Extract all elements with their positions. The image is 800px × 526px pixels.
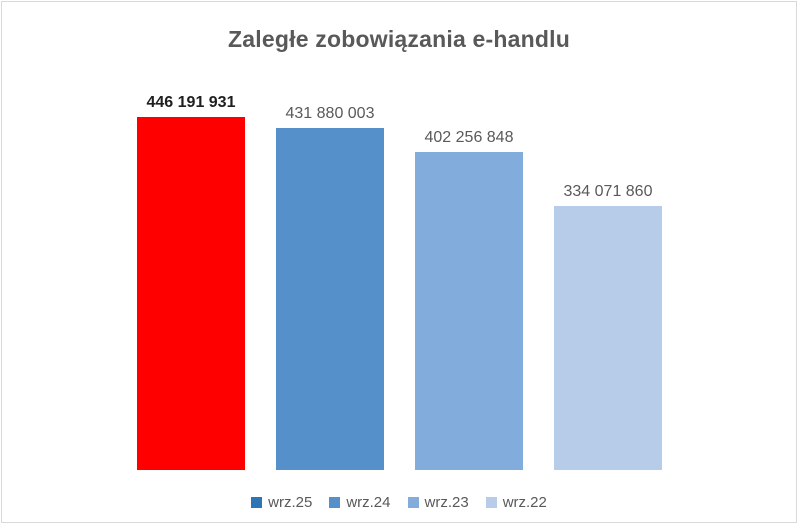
- plot-area: 446 191 931 431 880 003 402 256 848 334 071…: [137, 94, 662, 470]
- bar-wrz.25: [137, 117, 245, 470]
- bar-group-wrz.23: 402 256 848: [415, 129, 523, 470]
- legend-label: wrz.24: [346, 494, 391, 511]
- legend-swatch-icon: [485, 497, 497, 508]
- bar-wrz.24: [276, 128, 384, 470]
- legend-item-wrz.25: wrz.25: [251, 494, 312, 511]
- bar-value-label-wrz.24: 431 880 003: [285, 105, 375, 122]
- bar-group-wrz.22: 334 071 860: [554, 183, 662, 470]
- bar-wrz.22: [554, 206, 662, 470]
- legend-item-wrz.23: wrz.23: [407, 494, 469, 511]
- bar-wrz.23: [415, 152, 523, 470]
- legend-item-wrz.24: wrz.24: [329, 494, 391, 511]
- chart-title: Zaległe zobowiązania e-handlu: [228, 26, 570, 52]
- legend-swatch-icon: [329, 497, 341, 508]
- legend-swatch-icon: [407, 497, 419, 508]
- legend-label: wrz.25: [268, 494, 313, 511]
- bar-value-label-wrz.25: 446 191 931: [146, 94, 236, 111]
- legend-label: wrz.23: [424, 494, 469, 511]
- chart-legend: wrz.25 wrz.24 wrz.23 wrz.22: [2, 494, 796, 511]
- legend-swatch-icon: [251, 497, 263, 508]
- bar-group-wrz.24: 431 880 003: [276, 105, 384, 470]
- legend-label: wrz.22: [502, 494, 547, 511]
- bar-value-label-wrz.23: 402 256 848: [424, 129, 514, 146]
- bar-value-label-wrz.22: 334 071 860: [563, 183, 653, 200]
- legend-item-wrz.22: wrz.22: [485, 494, 547, 511]
- bar-group-wrz.25: 446 191 931: [137, 94, 245, 470]
